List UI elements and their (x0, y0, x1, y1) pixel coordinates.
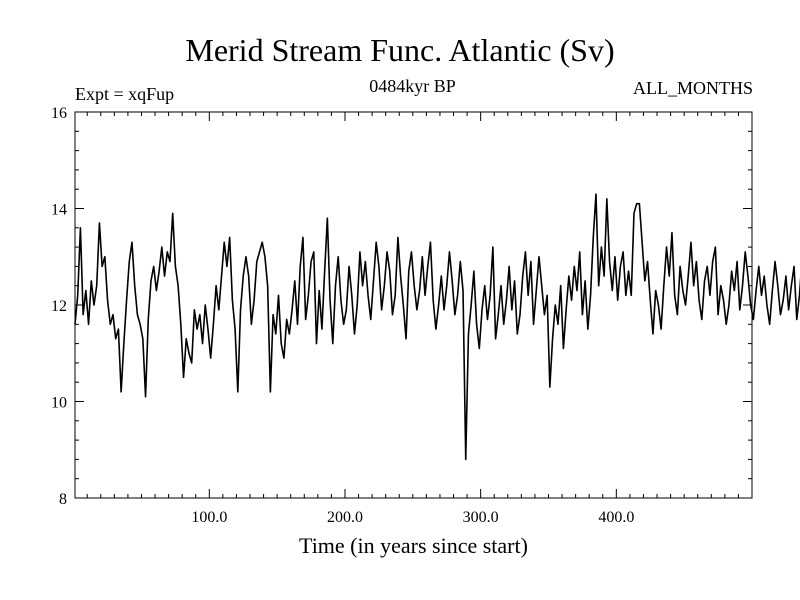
x-tick-label: 200.0 (327, 509, 363, 526)
y-tick-label: 8 (59, 491, 67, 508)
chart-title: Merid Stream Func. Atlantic (Sv) (185, 32, 615, 68)
x-axis: 100.0 200.0 300.0 400.0 (86, 112, 739, 526)
y-axis: 8 10 12 14 16 (51, 105, 752, 508)
y-tick-label: 10 (51, 395, 67, 412)
x-tick-label: 300.0 (463, 509, 499, 526)
y-tick-label: 16 (51, 105, 67, 122)
period-label: 0484kyr BP (369, 76, 456, 96)
series-line (74, 193, 800, 461)
experiment-label: Expt = xqFup (75, 84, 175, 104)
x-tick-label: 100.0 (191, 509, 227, 526)
y-tick-label: 12 (51, 298, 67, 315)
x-axis-label: Time (in years since start) (299, 533, 528, 558)
season-label: ALL_MONTHS (633, 78, 753, 98)
plot-frame (74, 111, 753, 499)
y-tick-label: 14 (51, 202, 67, 219)
x-tick-label: 400.0 (598, 509, 634, 526)
